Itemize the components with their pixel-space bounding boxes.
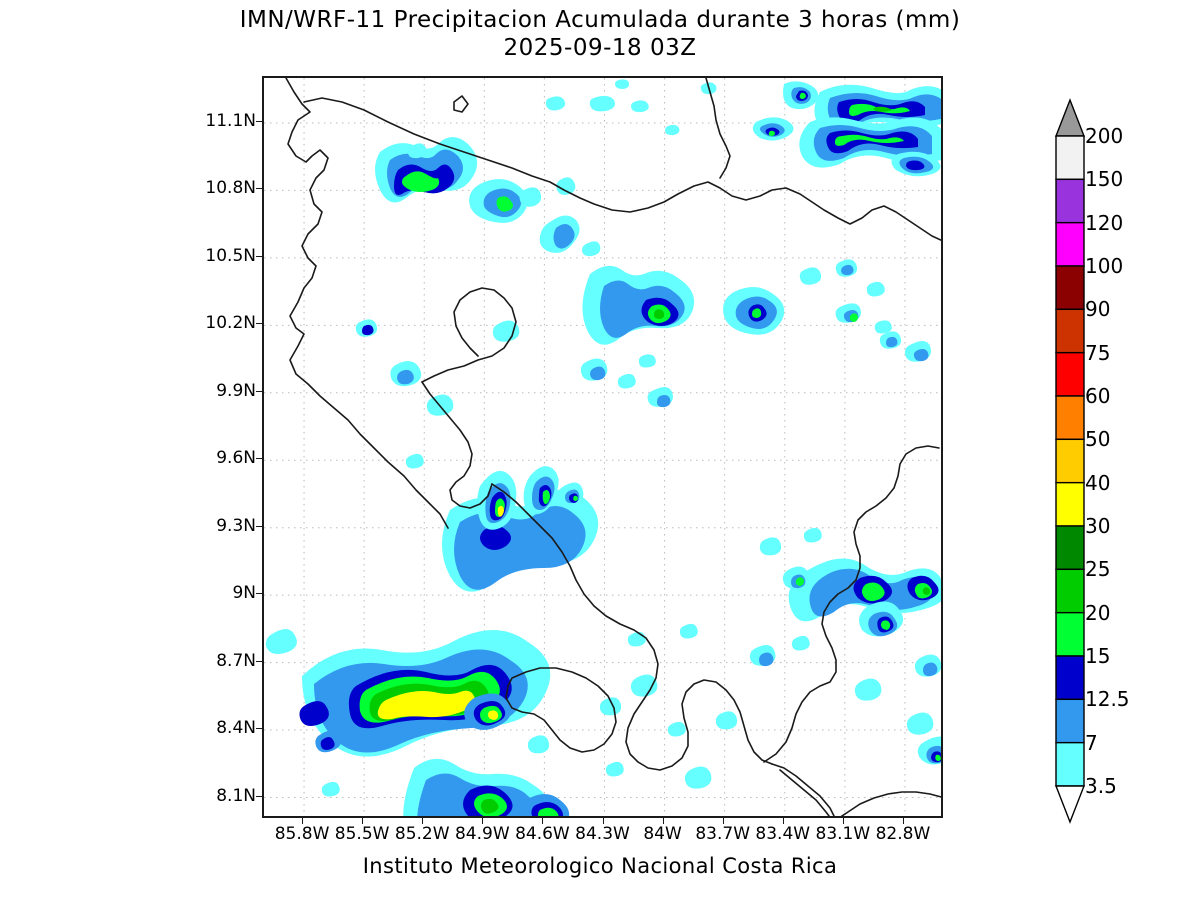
colorbar-tick-label: 3.5 — [1085, 774, 1117, 798]
y-axis-tick-label: 10.8N — [205, 178, 256, 199]
x-axis-tick — [782, 818, 784, 824]
colorbar-band — [1055, 265, 1085, 311]
y-axis-tick-label: 8.4N — [216, 718, 256, 739]
y-axis-labels: 11.1N 10.8N 10.5N 10.2N 9.9N 9.6N 9.3N 9N 8.7N 8.… — [194, 76, 256, 818]
colorbar-tick-label: 150 — [1085, 167, 1124, 192]
x-axis-tick — [482, 818, 484, 824]
y-axis-tick-label: 10.5N — [205, 245, 256, 266]
y-axis-tick — [256, 323, 263, 325]
colorbar-tick-label: 50 — [1085, 427, 1111, 452]
y-axis-tick-label: 9.3N — [216, 515, 256, 536]
colorbar-band — [1055, 698, 1085, 744]
x-axis-tick — [722, 818, 724, 824]
colorbar-tick-label: 200 — [1085, 124, 1124, 148]
x-axis-tick-label: 85.8W — [274, 824, 330, 844]
colorbar-tick-label: 75 — [1085, 340, 1111, 365]
colorbar-band — [1055, 221, 1085, 267]
colorbar-tick-label: 120 — [1085, 210, 1124, 235]
x-axis-tick-label: 84.3W — [575, 824, 630, 844]
colorbar-over-arrow — [1054, 98, 1086, 137]
x-axis-tick-label: 83.1W — [815, 824, 871, 844]
x-axis-tick-label: 82.8W — [875, 824, 931, 844]
x-axis-labels: 85.8W 85.5W 85.2W 84.9W 84.6W 84.3W 84W 83.7W 83… — [262, 824, 943, 848]
colorbar-band — [1055, 568, 1085, 614]
colorbar-tick-label: 30 — [1085, 514, 1111, 538]
x-axis-tick-label: 84.6W — [515, 824, 570, 844]
colorbar-band — [1055, 308, 1085, 354]
colorbar-band — [1055, 135, 1085, 181]
footer-credit: Instituto Meteorologico Nacional Costa R… — [362, 854, 838, 878]
y-axis-tick-label: 11.1N — [205, 110, 256, 131]
x-axis-tick — [902, 818, 904, 824]
y-axis-tick — [256, 525, 263, 527]
colorbar-under-arrow — [1054, 785, 1086, 824]
x-axis-tick-label: 85.5W — [334, 824, 390, 844]
colorbar-tick-label: 20 — [1085, 600, 1111, 625]
y-axis-tick — [256, 255, 263, 257]
x-axis-tick-label: 84W — [643, 824, 682, 844]
y-axis-tick — [256, 593, 263, 595]
colorbar-band — [1055, 611, 1085, 657]
x-axis-tick-label: 84.9W — [454, 824, 510, 844]
colorbar-band — [1055, 395, 1085, 441]
y-axis-tick-label: 9.9N — [216, 380, 256, 401]
colorbar-band — [1055, 438, 1085, 484]
x-axis-tick — [362, 818, 364, 824]
y-axis-tick — [256, 728, 263, 730]
x-axis-tick — [602, 818, 604, 824]
colorbar-tick-label: 12.5 — [1085, 687, 1130, 712]
colorbar-tick-label: 25 — [1085, 557, 1111, 582]
colorbar-tick-label: 15 — [1085, 644, 1111, 668]
colorbar-band — [1055, 741, 1085, 787]
chart-subtitle: 2025-09-18 03Z — [503, 35, 697, 61]
colorbar-band — [1055, 351, 1085, 397]
y-axis-tick-label: 9.6N — [216, 448, 256, 469]
colorbar-tick-label: 60 — [1085, 384, 1111, 408]
x-axis-tick-label: 83.4W — [755, 824, 811, 844]
x-axis-tick-label: 85.2W — [394, 824, 450, 844]
y-axis-tick — [256, 390, 263, 392]
x-axis-tick — [422, 818, 424, 824]
colorbar-tick-label: 100 — [1085, 254, 1124, 278]
precipitation-contours — [265, 79, 941, 816]
colorbar-band — [1055, 655, 1085, 701]
y-axis-tick — [256, 795, 263, 797]
y-axis-tick — [256, 120, 263, 122]
colorbar-legend[interactable]: 200 150 120 100 90 75 60 50 40 30 25 20 15 12.5 7 3.5 — [1052, 96, 1192, 826]
x-axis-tick-label: 83.7W — [695, 824, 751, 844]
y-axis-tick — [256, 660, 263, 662]
x-axis-tick — [662, 818, 664, 824]
x-axis-tick — [542, 818, 544, 824]
chart-title: IMN/WRF-11 Precipitacion Acumulada duran… — [239, 7, 961, 33]
y-axis-tick-label: 8.7N — [216, 650, 256, 671]
colorbar-band — [1055, 481, 1085, 527]
coastline-overlay — [285, 78, 941, 816]
precipitation-map — [264, 78, 941, 816]
colorbar-band — [1055, 525, 1085, 571]
y-axis-tick-label: 10.2N — [205, 313, 256, 334]
colorbar-tick-label: 7 — [1085, 730, 1098, 755]
chart-title-block: IMN/WRF-11 Precipitacion Acumulada duran… — [0, 6, 1200, 62]
y-axis-tick — [256, 458, 263, 460]
map-plot-area[interactable] — [262, 76, 943, 818]
y-axis-tick — [256, 188, 263, 190]
x-axis-tick — [842, 818, 844, 824]
colorbar-band — [1055, 178, 1085, 224]
colorbar-swatches — [1054, 98, 1086, 824]
colorbar-tick-label: 90 — [1085, 297, 1111, 322]
colorbar-tick-label: 40 — [1085, 470, 1111, 495]
y-axis-tick-label: 9N — [232, 583, 256, 604]
y-axis-tick-label: 8.1N — [216, 785, 256, 806]
x-axis-tick — [302, 818, 304, 824]
